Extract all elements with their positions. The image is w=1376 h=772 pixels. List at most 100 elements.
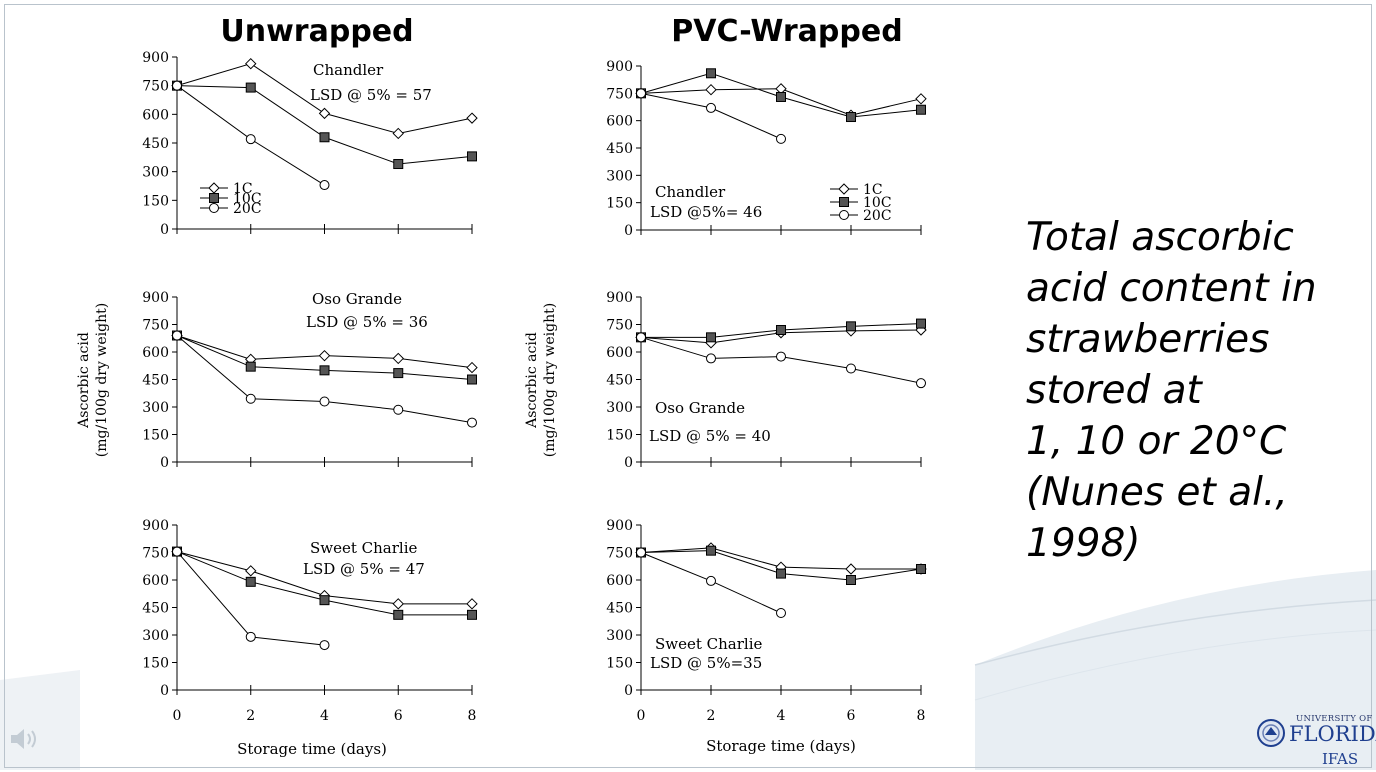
series-20C xyxy=(636,547,786,618)
chart-annotation: Chandler xyxy=(655,183,726,201)
series-20C xyxy=(636,332,926,389)
circle-marker xyxy=(706,353,716,364)
x-tick-label: 2 xyxy=(246,708,255,724)
diamond-marker xyxy=(466,598,478,610)
university-seal-icon xyxy=(1257,719,1285,747)
square-marker xyxy=(393,368,404,379)
chart-annotation: LSD @ 5% = 36 xyxy=(306,313,428,331)
speaker-icon[interactable] xyxy=(8,724,42,754)
square-marker xyxy=(916,564,926,574)
series-20C xyxy=(172,546,330,651)
square-marker xyxy=(393,609,404,620)
x-tick-label: 0 xyxy=(173,708,182,724)
x-tick-label: 0 xyxy=(637,708,646,724)
square-marker xyxy=(319,132,330,143)
y-tick-label: 600 xyxy=(142,573,169,589)
logo-university-text: UNIVERSITY OF xyxy=(1296,714,1373,724)
y-tick-label: 300 xyxy=(606,628,633,644)
y-tick-label: 750 xyxy=(606,546,633,562)
y-tick-label: 150 xyxy=(606,196,633,212)
y-axis-label: Ascorbic acid xyxy=(76,332,92,429)
diamond-marker xyxy=(208,182,220,194)
y-tick-label: 750 xyxy=(606,318,633,334)
circle-marker xyxy=(319,180,330,191)
y-tick-label: 450 xyxy=(606,141,633,157)
y-tick-label: 900 xyxy=(142,50,169,66)
y-tick-label: 900 xyxy=(142,518,169,534)
pvc-wrapped-column-title: PVC-Wrapped xyxy=(671,14,903,49)
y-tick-label: 750 xyxy=(142,79,169,95)
y-axis-label: Ascorbic acid xyxy=(524,332,540,429)
caption-line: Total ascorbic xyxy=(1026,215,1294,260)
square-marker xyxy=(319,595,330,606)
y-tick-label: 0 xyxy=(160,455,169,471)
square-marker xyxy=(706,68,716,79)
y-tick-label: 0 xyxy=(160,683,169,699)
chart-pvc-oso-grande: 900 750 600 450 300 150 0 Oso Grande LSD @ 5% = … xyxy=(524,290,927,471)
square-marker xyxy=(916,104,926,115)
diamond-marker xyxy=(245,565,257,577)
square-marker xyxy=(846,112,856,123)
chart-unwrapped-sweet-charlie: 900 750 600 450 300 150 00 2 4 6 8 Sweet Charlie LSD… xyxy=(142,518,478,758)
caption-line: (Nunes et al., xyxy=(1026,470,1288,515)
legend-label: 10C xyxy=(863,195,892,211)
y-tick-label: 750 xyxy=(606,86,633,102)
series-line xyxy=(640,92,782,140)
slide-caption: Total ascorbic acid content in strawberr… xyxy=(1026,212,1366,569)
legend-label: 20C xyxy=(863,208,892,224)
chart-unwrapped-oso-grande: 900 750 600 450 300 150 0 Oso Grande LSD @ 5% = … xyxy=(76,290,478,471)
chart-pvc-chandler: 900 750 600 450 300 150 0 Chandler LSD @5%= 46 1C… xyxy=(606,59,927,239)
diamond-marker xyxy=(392,598,404,610)
y-tick-label: 150 xyxy=(606,428,633,444)
chart-annotation: Oso Grande xyxy=(655,399,745,417)
y-tick-label: 150 xyxy=(606,656,633,672)
square-marker xyxy=(776,325,786,335)
circle-marker xyxy=(839,210,849,220)
x-axis-label: Storage time (days) xyxy=(706,737,856,755)
diamond-marker xyxy=(705,83,717,96)
series-10C xyxy=(172,546,477,620)
circle-marker xyxy=(319,640,330,651)
circle-marker xyxy=(776,351,786,362)
caption-line: strawberries xyxy=(1026,317,1270,362)
square-marker xyxy=(776,568,786,579)
y-tick-label: 300 xyxy=(142,400,169,416)
circle-marker xyxy=(636,547,646,558)
square-marker xyxy=(916,318,926,329)
y-axis-label: (mg/100g dry weight) xyxy=(542,303,558,457)
university-of-florida-ifas-logo: UNIVERSITY OF FLORIDA IFAS xyxy=(1256,712,1376,768)
diamond-marker xyxy=(466,112,478,124)
circle-marker xyxy=(706,575,716,586)
y-tick-label: 0 xyxy=(160,222,169,238)
y-tick-label: 300 xyxy=(142,165,169,181)
circle-marker xyxy=(467,417,477,428)
circle-marker xyxy=(245,631,256,642)
diamond-marker xyxy=(466,361,478,374)
y-tick-label: 300 xyxy=(606,400,633,416)
diamond-marker xyxy=(838,183,850,195)
y-tick-label: 900 xyxy=(606,518,633,534)
circle-marker xyxy=(172,330,182,341)
square-marker xyxy=(467,374,477,385)
diamond-marker xyxy=(392,127,404,140)
square-marker xyxy=(776,91,786,102)
square-marker xyxy=(706,545,716,556)
diamond-marker xyxy=(245,57,257,70)
diamond-marker xyxy=(392,352,404,365)
y-tick-label: 600 xyxy=(142,107,169,123)
circle-marker xyxy=(916,378,926,389)
x-tick-label: 6 xyxy=(394,708,403,724)
x-tick-label: 2 xyxy=(707,708,716,724)
logo-ifas-text: IFAS xyxy=(1322,750,1359,768)
diamond-marker xyxy=(845,563,857,575)
square-marker xyxy=(319,365,330,376)
diamond-marker xyxy=(318,107,331,120)
diamond-marker xyxy=(915,93,927,105)
slide-frame xyxy=(4,4,1372,768)
series-20C xyxy=(636,88,786,144)
square-marker xyxy=(706,332,716,343)
y-tick-label: 750 xyxy=(142,546,169,562)
chart-annotation: LSD @ 5% = 57 xyxy=(310,86,432,104)
